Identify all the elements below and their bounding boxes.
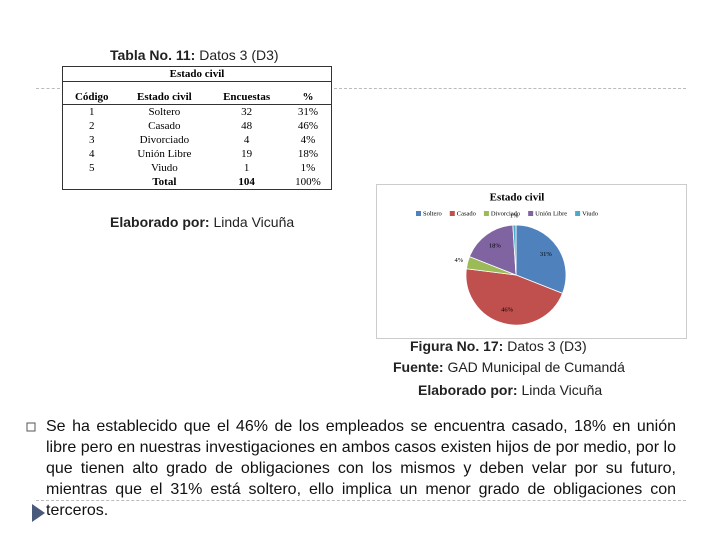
chart-title: Estado civil (490, 192, 545, 204)
column-header: % (284, 81, 332, 105)
divider (334, 88, 686, 89)
table-credit: Elaborado por: Linda Vicuña (110, 214, 295, 230)
legend-swatch (483, 211, 489, 216)
nav-arrow (32, 504, 45, 522)
table-cell: 4 (243, 134, 250, 146)
table-cell: 46% (297, 120, 319, 132)
table-cell: Unión Libre (137, 148, 192, 160)
table-cell: 31% (297, 106, 319, 118)
table-cell: Viudo (150, 162, 178, 174)
table-row: Total 104 100% (63, 175, 332, 190)
legend-label: Viudo (582, 210, 598, 217)
table-caption: Tabla No. 11: Datos 3 (D3) (110, 47, 279, 63)
legend-label: Divorciado (491, 210, 520, 217)
total-count: 104 (238, 176, 255, 188)
data-table: Estado civil Código Estado civil Encuestas%… (62, 66, 332, 190)
source: Fuente: GAD Municipal de Cumandá (393, 359, 625, 375)
legend-swatch (528, 211, 534, 216)
legend-label: Soltero (423, 210, 442, 217)
table-row: 3 Divorciado 4 4% (63, 133, 332, 147)
legend-label: Casado (457, 210, 476, 217)
group-header: Estado civil (62, 66, 332, 82)
total-percent: 100% (295, 176, 321, 188)
divider (36, 500, 686, 501)
legend-swatch (449, 211, 455, 216)
data-label: 4% (455, 257, 464, 264)
data-label: 31% (540, 251, 553, 258)
table-cell: 1% (300, 162, 316, 174)
table-cell: 1 (89, 106, 95, 118)
bullet-icon (26, 422, 36, 432)
table-cell: 4% (300, 134, 316, 146)
table-cell: 3 (89, 134, 95, 146)
paragraph: Se ha establecido que el 46% de los empl… (46, 418, 676, 519)
chart-credit: Elaborado por: Linda Vicuña (418, 382, 603, 398)
table-row: 5 Viudo 1 1% (63, 161, 332, 175)
table-cell: Soltero (148, 106, 181, 118)
data-label: 1% (510, 213, 519, 220)
pie-slice (512, 224, 517, 276)
legend-swatch (416, 211, 421, 216)
table-cell: Casado (148, 120, 181, 132)
table-row: 1 Soltero 32 31% (63, 105, 332, 120)
table-cell: 32 (241, 106, 253, 118)
legend-swatch (575, 211, 581, 216)
table-cell: 19 (241, 148, 253, 160)
table-cell: 48 (241, 120, 253, 132)
chart: Estado civil Soltero Casado Divorciado Unió… (376, 184, 687, 339)
data-label: 18% (489, 242, 502, 249)
pie-slice (465, 268, 564, 326)
table-cell: 2 (89, 120, 95, 132)
table-row: Estado civil (62, 66, 332, 82)
divider (36, 88, 60, 89)
table-row: 2 Casado 48 46% (63, 119, 332, 133)
column-header: Encuestas (208, 81, 285, 105)
table-cell: 4 (89, 148, 95, 160)
bullet (26, 422, 36, 432)
legend-label: Unión Libre (535, 210, 567, 217)
nav-arrow-icon (32, 504, 45, 522)
table-row: 4 Unión Libre 19 18% (63, 147, 332, 161)
table-cell: 18% (297, 148, 319, 160)
column-header: Código (62, 81, 121, 105)
pie-slice (468, 224, 517, 276)
data-label: 46% (501, 306, 514, 313)
table-row: Código Estado civil Encuestas% (62, 81, 332, 105)
table-cell: 5 (89, 162, 95, 174)
table-cell: 1 (243, 162, 250, 174)
column-header: Estado civil (120, 81, 209, 105)
table-cell: Divorciado (139, 134, 190, 146)
table-cell (63, 175, 121, 190)
total-label: Total (152, 176, 177, 188)
figure-caption: Figura No. 17: Datos 3 (D3) (410, 338, 587, 354)
pie-slice (515, 224, 567, 294)
